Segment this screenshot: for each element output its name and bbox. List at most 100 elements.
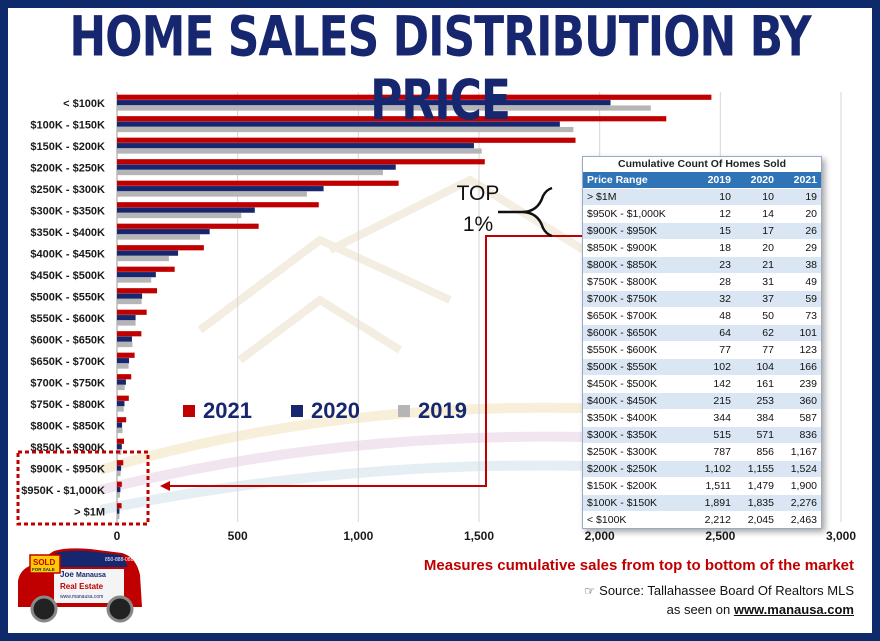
- table-cell-count: 64: [691, 324, 735, 342]
- table-cell-count: 384: [734, 409, 778, 427]
- bar-2019: [117, 384, 125, 391]
- table-row: $700K - $750K 32 37 59: [583, 290, 821, 308]
- header-2020: 2020: [734, 172, 778, 189]
- x-tick-label: 500: [228, 529, 248, 543]
- table-cell-count: 166: [777, 358, 821, 376]
- bar-2019: [117, 169, 383, 176]
- table-cell-count: 2,045: [734, 511, 778, 528]
- category-label: $300K - $350K: [30, 205, 105, 217]
- x-tick-label: 3,000: [826, 529, 856, 543]
- table-cell-range: $400K - $450K: [583, 392, 692, 410]
- bar-2021: [117, 481, 122, 487]
- bar-2019: [117, 406, 124, 412]
- bar-2020: [117, 121, 560, 127]
- bar-2021: [117, 94, 712, 100]
- bar-2020: [117, 229, 210, 235]
- table-cell-count: 21: [734, 256, 778, 274]
- data-table: Price Range 2019 2020 2021 > $1M 10 10 19 $9…: [583, 172, 821, 528]
- bar-2019: [117, 492, 120, 498]
- bar-2021: [117, 288, 158, 294]
- table-header-row: Price Range 2019 2020 2021: [583, 172, 821, 189]
- category-label: $900K - $950K: [30, 463, 105, 475]
- bar-2020: [117, 508, 120, 514]
- header-price-range: Price Range: [583, 172, 692, 189]
- table-cell-count: 50: [734, 307, 778, 325]
- table-cell-count: 239: [777, 375, 821, 393]
- table-cell-count: 37: [734, 290, 778, 308]
- bar-2020: [117, 315, 136, 321]
- category-label: < $100K: [63, 98, 105, 110]
- table-row: < $100K 2,212 2,045 2,463: [583, 511, 821, 528]
- website-link[interactable]: www.manausa.com: [733, 602, 854, 617]
- bar-2021: [117, 352, 135, 358]
- table-row: $300K - $350K 515 571 836: [583, 426, 821, 444]
- category-label: $200K - $250K: [30, 162, 105, 174]
- table-row: > $1M 10 10 19: [583, 188, 821, 206]
- table-cell-count: 360: [777, 392, 821, 410]
- bar-2020: [117, 487, 121, 493]
- logo-tagline: Real Estate: [60, 582, 104, 591]
- header-2019: 2019: [691, 172, 735, 189]
- legend-label-2020: 2020: [311, 398, 360, 423]
- bar-2021: [117, 159, 485, 165]
- table-cell-count: 856: [734, 443, 778, 461]
- table-cell-count: 571: [734, 426, 778, 444]
- house-watermark: [197, 175, 603, 364]
- table-cell-range: $900K - $950K: [583, 222, 692, 240]
- table-cell-count: 15: [691, 222, 735, 240]
- bar-2019: [117, 234, 201, 240]
- category-label: $800K - $850K: [30, 420, 105, 432]
- logo-name-first: Joe: [60, 570, 74, 579]
- table-cell-count: 1,102: [691, 460, 735, 478]
- bar-2021: [117, 417, 127, 423]
- source-line: ☞ Source: Tallahassee Board Of Realtors M…: [380, 583, 854, 598]
- bar-2020: [117, 250, 179, 256]
- bar-2020: [117, 293, 143, 299]
- table-cell-count: 344: [691, 409, 735, 427]
- car-wheel-front: [30, 595, 58, 623]
- bar-2020: [117, 444, 122, 450]
- table-cell-count: 161: [734, 375, 778, 393]
- bar-2020: [117, 186, 324, 192]
- table-row: $500K - $550K 102 104 166: [583, 358, 821, 376]
- bar-2020: [117, 465, 122, 471]
- bar-2019: [117, 105, 651, 111]
- table-cell-range: $850K - $900K: [583, 239, 692, 257]
- logo-name-last: Manausa: [76, 572, 106, 579]
- table-cell-range: $700K - $750K: [583, 290, 692, 308]
- bar-2020: [117, 272, 156, 278]
- table-cell-count: 48: [691, 307, 735, 325]
- annotation-line2: 1%: [462, 213, 494, 236]
- category-label: $350K - $400K: [30, 227, 105, 239]
- table-cell-count: 20: [734, 239, 778, 257]
- bar-2020: [117, 207, 255, 213]
- category-label: $250K - $300K: [30, 184, 105, 196]
- bar-2019: [117, 191, 307, 197]
- table-row: $800K - $850K 23 21 38: [583, 256, 821, 274]
- bar-2019: [117, 513, 120, 520]
- sold-sign: [29, 554, 61, 574]
- table-cell-range: $100K - $150K: [583, 494, 692, 512]
- table-row: $650K - $700K 48 50 73: [583, 307, 821, 325]
- table-cell-count: 1,479: [734, 477, 778, 495]
- category-label: $950K - $1,000K: [21, 485, 105, 497]
- bar-2019: [117, 277, 152, 283]
- table-cell-count: 10: [691, 188, 735, 206]
- table-cell-count: 28: [691, 273, 735, 291]
- table-row: $200K - $250K 1,102 1,155 1,524: [583, 460, 821, 478]
- sold-text: SOLD: [33, 558, 55, 567]
- bar-2020: [117, 422, 123, 428]
- table-row: $250K - $300K 787 856 1,167: [583, 443, 821, 461]
- seen-on-line: as seen on www.manausa.com: [380, 602, 854, 617]
- seen-prefix: as seen on: [666, 602, 734, 617]
- table-cell-count: 2,276: [777, 494, 821, 512]
- table-cell-range: $150K - $200K: [583, 477, 692, 495]
- connector-line: [168, 235, 585, 487]
- bar-2020: [117, 100, 611, 106]
- header-2021: 2021: [777, 172, 821, 189]
- table-cell-count: 1,511: [691, 477, 735, 495]
- car-logo: SOLD FOR SALE Joe Manausa Real Estate ww…: [18, 548, 142, 623]
- table-cell-range: $300K - $350K: [583, 426, 692, 444]
- table-cell-count: 101: [777, 324, 821, 342]
